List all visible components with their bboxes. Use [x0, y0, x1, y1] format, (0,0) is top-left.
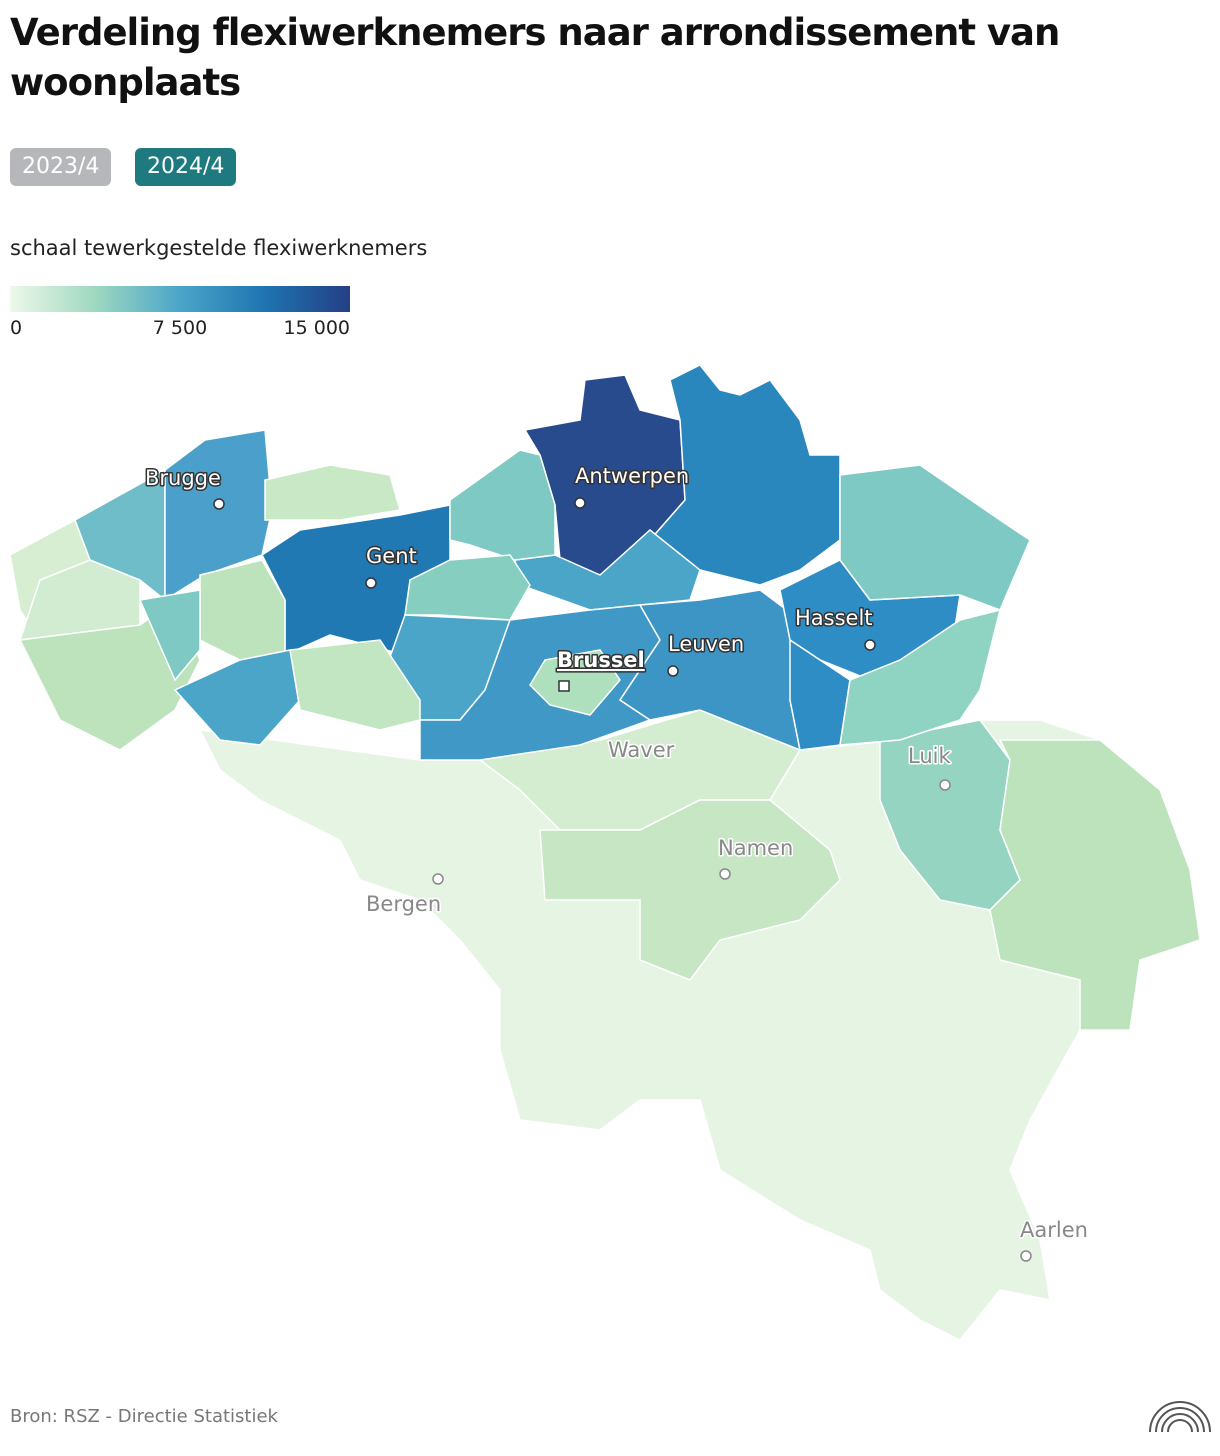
- city-label: Aarlen: [1020, 1218, 1088, 1242]
- legend-bar: [10, 286, 350, 312]
- city-markers: [213, 497, 1032, 1262]
- city-label: Antwerpen: [575, 464, 689, 488]
- city-dot: [213, 498, 225, 510]
- region: [449, 449, 556, 561]
- region: [839, 464, 1031, 611]
- city-label: Brussel: [557, 648, 645, 672]
- legend-tick-label: 7 500: [153, 317, 207, 339]
- region: [529, 649, 621, 716]
- tab[interactable]: 2024/4: [135, 148, 237, 186]
- capital-marker: [558, 680, 570, 692]
- source: Bron: RSZ - Directie Statistiek: [10, 1406, 278, 1427]
- city-label: Gent: [366, 544, 417, 568]
- city-label: Brugge: [145, 466, 221, 490]
- city-label: Hasselt: [795, 606, 873, 630]
- legend-title: schaal tewerkgestelde flexiwerknemers: [10, 236, 428, 260]
- title: Verdeling flexiwerknemers naar arrondiss…: [10, 11, 1060, 104]
- city-dot: [432, 873, 444, 885]
- logo: [1149, 1401, 1211, 1433]
- legend-tick-label: 0: [10, 317, 22, 339]
- region: [138, 589, 201, 682]
- legend-tick-label: 15 000: [284, 317, 350, 339]
- region: [289, 639, 421, 731]
- city-labels: Brugge Gent Antwerpen Hasselt Leuven Bru…: [144, 463, 1090, 1244]
- region: [839, 608, 1002, 746]
- region: [989, 739, 1201, 1031]
- region: [264, 464, 401, 521]
- city-label: Bergen: [366, 892, 441, 916]
- city-label: Namen: [718, 836, 793, 860]
- city-dot: [864, 639, 876, 651]
- regions: [9, 364, 1201, 1341]
- region: [18, 559, 141, 641]
- city-dot: [574, 497, 586, 509]
- region: [539, 799, 841, 981]
- city-dot: [939, 779, 951, 791]
- city-label: Luik: [908, 744, 951, 768]
- city-dot: [667, 665, 679, 677]
- region: [74, 468, 166, 602]
- tab[interactable]: 2023/4: [10, 148, 112, 186]
- city-dot: [365, 577, 377, 589]
- city-dot: [719, 868, 731, 880]
- city-dot: [1020, 1250, 1032, 1262]
- city-label: Leuven: [668, 632, 744, 656]
- city-label: Waver: [608, 738, 675, 762]
